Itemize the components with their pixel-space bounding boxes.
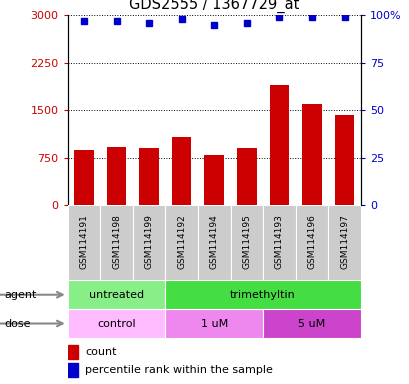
Text: percentile rank within the sample: percentile rank within the sample <box>85 365 272 375</box>
Text: 1 uM: 1 uM <box>200 318 227 329</box>
Bar <box>106 147 126 205</box>
Text: GSM114191: GSM114191 <box>79 214 88 269</box>
FancyBboxPatch shape <box>295 205 328 280</box>
Text: GSM114198: GSM114198 <box>112 214 121 269</box>
Text: untreated: untreated <box>89 290 144 300</box>
Bar <box>74 150 94 205</box>
FancyBboxPatch shape <box>165 205 198 280</box>
Bar <box>171 137 191 205</box>
Bar <box>269 85 288 205</box>
Text: control: control <box>97 318 135 329</box>
Text: GSM114193: GSM114193 <box>274 214 283 269</box>
FancyBboxPatch shape <box>328 205 360 280</box>
Bar <box>301 104 321 205</box>
Text: GSM114199: GSM114199 <box>144 214 153 269</box>
Text: GSM114195: GSM114195 <box>242 214 251 269</box>
Title: GDS2555 / 1367729_at: GDS2555 / 1367729_at <box>129 0 299 13</box>
Text: GSM114194: GSM114194 <box>209 214 218 269</box>
Bar <box>334 115 353 205</box>
Bar <box>139 148 158 205</box>
FancyBboxPatch shape <box>67 280 165 309</box>
FancyBboxPatch shape <box>198 205 230 280</box>
Text: GSM114197: GSM114197 <box>339 214 348 269</box>
FancyBboxPatch shape <box>263 205 295 280</box>
Text: agent: agent <box>4 290 36 300</box>
Text: GSM114196: GSM114196 <box>307 214 316 269</box>
FancyBboxPatch shape <box>67 309 165 338</box>
Bar <box>236 149 256 205</box>
FancyBboxPatch shape <box>165 309 263 338</box>
Text: dose: dose <box>4 318 31 329</box>
Text: 5 uM: 5 uM <box>298 318 325 329</box>
FancyBboxPatch shape <box>133 205 165 280</box>
Bar <box>204 155 223 205</box>
Bar <box>67 363 78 377</box>
Bar <box>67 345 78 359</box>
Text: trimethyltin: trimethyltin <box>229 290 295 300</box>
FancyBboxPatch shape <box>230 205 263 280</box>
Text: count: count <box>85 347 117 357</box>
FancyBboxPatch shape <box>67 205 100 280</box>
FancyBboxPatch shape <box>165 280 360 309</box>
FancyBboxPatch shape <box>263 309 360 338</box>
FancyBboxPatch shape <box>100 205 133 280</box>
Text: GSM114192: GSM114192 <box>177 214 186 269</box>
